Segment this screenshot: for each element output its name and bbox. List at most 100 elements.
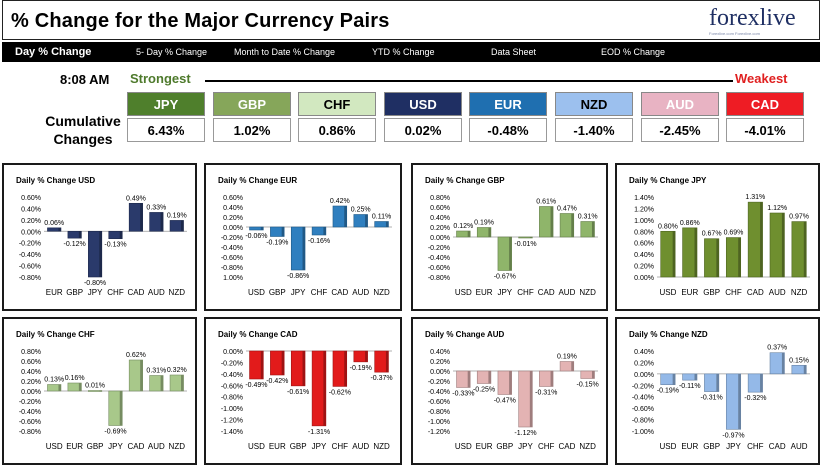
x-tick-nzd: NZD bbox=[169, 288, 186, 297]
chart-aud: Daily % Change AUD0.40%0.20%0.00%-0.20%-… bbox=[425, 330, 599, 451]
chart-title: Daily % Change AUD bbox=[425, 330, 504, 339]
y-tick-label: -0.40% bbox=[19, 409, 41, 416]
data-label-cad: 0.62% bbox=[126, 352, 146, 359]
bar-shade-cad bbox=[571, 361, 574, 371]
bar-usd bbox=[456, 230, 471, 238]
data-label-chf: -0.32% bbox=[744, 395, 766, 402]
nav-day-change[interactable]: Day % Change bbox=[15, 46, 92, 58]
x-tick-chf: CHF bbox=[747, 442, 764, 451]
data-label-nzd: 0.19% bbox=[167, 212, 187, 219]
cumulative-label-line1: Cumulative bbox=[45, 113, 121, 129]
data-label-gbp: -0.47% bbox=[494, 398, 516, 405]
time-label: 8:08 AM bbox=[60, 72, 110, 87]
data-label-eur: -0.11% bbox=[679, 383, 701, 390]
bar-shade-gbp bbox=[509, 371, 512, 395]
x-tick-jpy: JPY bbox=[108, 442, 123, 451]
currency-value-chf: 0.86% bbox=[298, 118, 376, 142]
bar-shade-usd bbox=[58, 384, 61, 391]
currency-box-chf: CHF bbox=[298, 92, 376, 116]
currency-value-nzd: -1.40% bbox=[555, 118, 633, 142]
y-tick-label: 0.20% bbox=[430, 225, 450, 232]
x-tick-chf: CHF bbox=[517, 288, 534, 297]
cumulative-changes-label: Cumulative Changes bbox=[40, 112, 126, 148]
bar-shade-nzd bbox=[385, 351, 389, 373]
data-label-chf: -0.62% bbox=[329, 389, 351, 396]
bar-shade-jpy bbox=[323, 351, 326, 426]
header-bar: % Change for the Major Currency Pairs fo… bbox=[2, 0, 820, 40]
bar-shade-aud bbox=[365, 214, 368, 227]
nav-month-to-date[interactable]: Month to Date % Change bbox=[234, 47, 336, 57]
x-tick-jpy: JPY bbox=[497, 288, 512, 297]
chart-title: Daily % Change GBP bbox=[425, 176, 505, 185]
currency-value-jpy: 6.43% bbox=[127, 118, 205, 142]
data-label-gbp: 0.01% bbox=[85, 383, 105, 390]
x-tick-usd: USD bbox=[659, 442, 676, 451]
bar-shade-usd bbox=[467, 231, 471, 237]
data-label-aud: -0.19% bbox=[350, 365, 372, 372]
data-label-eur: 0.19% bbox=[474, 220, 494, 227]
chart-usd: Daily % Change USD 0.60% 0.40% 0.20% 0.00% -0… bbox=[16, 176, 187, 297]
data-label-usd: -0.33% bbox=[452, 391, 474, 398]
forexlive-logo[interactable]: forexlive Forexlive.com Forexlive.com bbox=[709, 6, 805, 36]
y-tick-label: -0.80% bbox=[428, 275, 450, 282]
bar-shade-aud bbox=[571, 213, 574, 237]
chart-nzd: Daily % Change NZD0.40%0.20%0.00%-0.20%-… bbox=[629, 330, 810, 451]
x-tick-usd: USD bbox=[46, 442, 63, 451]
x-tick-cad: CAD bbox=[127, 288, 144, 297]
y-tick-label: 0.60% bbox=[21, 195, 41, 202]
chart-title: Daily % Change CHF bbox=[16, 330, 95, 339]
data-label-aud: 0.33% bbox=[146, 204, 166, 211]
x-tick-eur: EUR bbox=[46, 288, 63, 297]
currency-value-gbp: 1.02% bbox=[213, 118, 291, 142]
y-tick-label: 0.00% bbox=[430, 235, 450, 242]
x-tick-usd: USD bbox=[455, 288, 472, 297]
bar-shade-gbp bbox=[302, 351, 306, 386]
data-label-aud: 0.25% bbox=[351, 207, 371, 214]
x-tick-chf: CHF bbox=[538, 442, 555, 451]
data-label-cad: 0.37% bbox=[767, 345, 787, 352]
bar-shade-eur bbox=[488, 227, 491, 237]
bar-shade-gbp bbox=[99, 390, 102, 392]
x-tick-eur: EUR bbox=[476, 442, 493, 451]
nav-data-sheet[interactable]: Data Sheet bbox=[491, 47, 537, 57]
data-label-nzd: 0.97% bbox=[789, 214, 809, 221]
bar-shade-jpy bbox=[509, 237, 512, 271]
data-label-jpy: -0.86% bbox=[287, 273, 309, 280]
bar-shade-chf bbox=[344, 351, 347, 387]
y-tick-label: 0.00% bbox=[634, 372, 654, 379]
y-tick-label: 0.60% bbox=[430, 205, 450, 212]
data-label-nzd: 0.32% bbox=[167, 367, 187, 374]
nav-ytd-change[interactable]: YTD % Change bbox=[372, 47, 435, 57]
bar-shade-chf bbox=[119, 231, 123, 239]
data-label-eur: -0.25% bbox=[473, 387, 495, 394]
y-tick-label: 0.40% bbox=[223, 205, 243, 212]
chart-gbp: Daily % Change GBP0.80%0.60%0.40%0.20%0.… bbox=[425, 176, 598, 297]
y-tick-label: 1.00% bbox=[223, 275, 243, 282]
bar-shade-chf bbox=[738, 237, 741, 277]
nav-5day-change[interactable]: 5- Day % Change bbox=[136, 47, 208, 57]
y-tick-label: -0.60% bbox=[428, 265, 450, 272]
y-tick-label: -1.00% bbox=[428, 419, 450, 426]
y-tick-label: 0.00% bbox=[223, 225, 243, 232]
bar-eur bbox=[476, 370, 492, 384]
page-title: % Change for the Major Currency Pairs bbox=[11, 10, 390, 32]
nav-eod-change[interactable]: EOD % Change bbox=[601, 47, 666, 57]
y-tick-label: -0.60% bbox=[632, 406, 654, 413]
data-label-jpy: -1.31% bbox=[308, 429, 330, 436]
x-tick-gbp: GBP bbox=[703, 288, 720, 297]
y-tick-label: 0.00% bbox=[430, 369, 450, 376]
x-tick-chf: CHF bbox=[311, 288, 328, 297]
strongest-label: Strongest bbox=[130, 71, 191, 86]
x-tick-cad: CAD bbox=[331, 288, 348, 297]
y-tick-label: 1.40% bbox=[634, 195, 654, 202]
data-label-eur: 0.86% bbox=[680, 220, 700, 227]
y-tick-label: -0.60% bbox=[221, 255, 243, 262]
data-label-jpy: -0.97% bbox=[722, 432, 744, 439]
bar-shade-eur bbox=[694, 227, 697, 277]
bar-shade-eur bbox=[58, 227, 61, 232]
bar-aud bbox=[769, 212, 785, 278]
data-label-cad: 0.61% bbox=[536, 199, 556, 206]
x-tick-aud: AUD bbox=[352, 442, 369, 451]
x-tick-cad: CAD bbox=[538, 288, 555, 297]
bar-usd bbox=[249, 226, 264, 231]
